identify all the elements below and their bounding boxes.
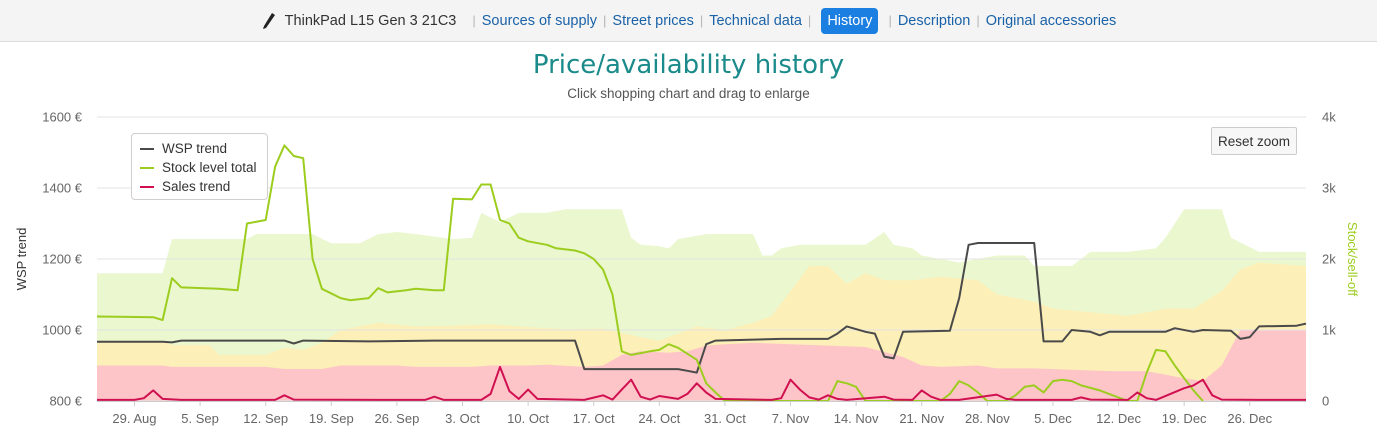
x-tick-label: 19. Dec bbox=[1162, 411, 1207, 426]
x-tick-label: 12. Dec bbox=[1096, 411, 1141, 426]
x-tick-label: 19. Sep bbox=[309, 411, 354, 426]
series-line-stock bbox=[96, 144, 1204, 402]
x-tick-label: 17. Oct bbox=[573, 411, 615, 426]
x-tick-label: 3. Oct bbox=[445, 411, 480, 426]
product-name: ThinkPad L15 Gen 3 21C3 bbox=[261, 12, 457, 30]
legend-label-stock: Stock level total bbox=[162, 160, 257, 175]
nav-street-prices[interactable]: Street prices bbox=[612, 12, 694, 29]
nav-history[interactable]: History bbox=[821, 7, 879, 34]
y-left-tick-label: 1000 € bbox=[42, 323, 83, 338]
legend-item-stock[interactable]: Stock level total bbox=[140, 158, 267, 177]
chart-subtitle: Click shopping chart and drag to enlarge bbox=[567, 86, 810, 101]
y-right-tick-label: 1k bbox=[1322, 323, 1336, 338]
legend-item-wsp[interactable]: WSP trend bbox=[140, 139, 267, 158]
legend-label-sales: Sales trend bbox=[162, 179, 231, 194]
y-right-axis-title: Stock/sell-off bbox=[1345, 222, 1360, 297]
nav-sources-of-supply[interactable]: Sources of supply bbox=[481, 12, 598, 29]
selloff-area-lower bbox=[97, 330, 1306, 401]
chart-title: Price/availability history bbox=[532, 50, 845, 80]
y-left-axis-title: WSP trend bbox=[14, 228, 29, 291]
y-left-tick-label: 800 € bbox=[49, 394, 82, 409]
nav-separator: | bbox=[888, 13, 892, 28]
y-left-tick-label: 1600 € bbox=[42, 110, 83, 125]
y-left-tick-label: 1200 € bbox=[42, 252, 83, 267]
nav-separator: | bbox=[603, 13, 607, 28]
product-title: ThinkPad L15 Gen 3 21C3 bbox=[284, 12, 457, 29]
reset-zoom-button[interactable]: Reset zoom bbox=[1211, 127, 1297, 155]
pen-icon bbox=[262, 12, 275, 29]
legend-label-wsp: WSP trend bbox=[162, 141, 228, 156]
legend-swatch-wsp bbox=[140, 147, 154, 150]
y-left-tick-label: 1400 € bbox=[42, 181, 83, 196]
nav-technical-data[interactable]: Technical data bbox=[709, 12, 802, 29]
legend-item-sales[interactable]: Sales trend bbox=[140, 177, 267, 196]
x-tick-label: 26. Sep bbox=[374, 411, 419, 426]
series-line-sales bbox=[97, 365, 1306, 401]
nav-original-accessories[interactable]: Original accessories bbox=[985, 12, 1117, 29]
y-right-tick-label: 4k bbox=[1322, 110, 1336, 125]
top-navigation: ThinkPad L15 Gen 3 21C3 | Sources of sup… bbox=[0, 0, 1377, 42]
x-tick-label: 10. Oct bbox=[507, 411, 549, 426]
legend-swatch-sales bbox=[140, 185, 154, 188]
series-line-wsp bbox=[97, 242, 1307, 374]
y-right-tick-label: 3k bbox=[1322, 181, 1336, 196]
x-tick-label: 7. Nov bbox=[772, 411, 810, 426]
y-right-tick-label: 0 bbox=[1322, 394, 1329, 409]
nav-separator: | bbox=[807, 13, 812, 28]
x-tick-label: 28. Nov bbox=[965, 411, 1010, 426]
nav-description[interactable]: Description bbox=[897, 12, 971, 29]
chart-legend: WSP trend Stock level total Sales trend bbox=[131, 133, 268, 200]
x-tick-label: 12. Sep bbox=[243, 411, 288, 426]
x-tick-label: 29. Aug bbox=[112, 411, 156, 426]
x-tick-label: 5. Sep bbox=[181, 411, 219, 426]
nav-separator: | bbox=[699, 13, 704, 28]
x-tick-label: 24. Oct bbox=[638, 411, 680, 426]
x-tick-label: 5. Dec bbox=[1034, 411, 1072, 426]
nav-separator: | bbox=[472, 13, 476, 28]
x-tick-label: 31. Oct bbox=[704, 411, 746, 426]
x-tick-label: 14. Nov bbox=[834, 411, 879, 426]
x-tick-label: 26. Dec bbox=[1227, 411, 1272, 426]
x-tick-label: 21. Nov bbox=[899, 411, 944, 426]
y-right-tick-label: 2k bbox=[1322, 252, 1336, 267]
legend-swatch-stock bbox=[140, 166, 154, 169]
nav-separator: | bbox=[976, 13, 980, 28]
